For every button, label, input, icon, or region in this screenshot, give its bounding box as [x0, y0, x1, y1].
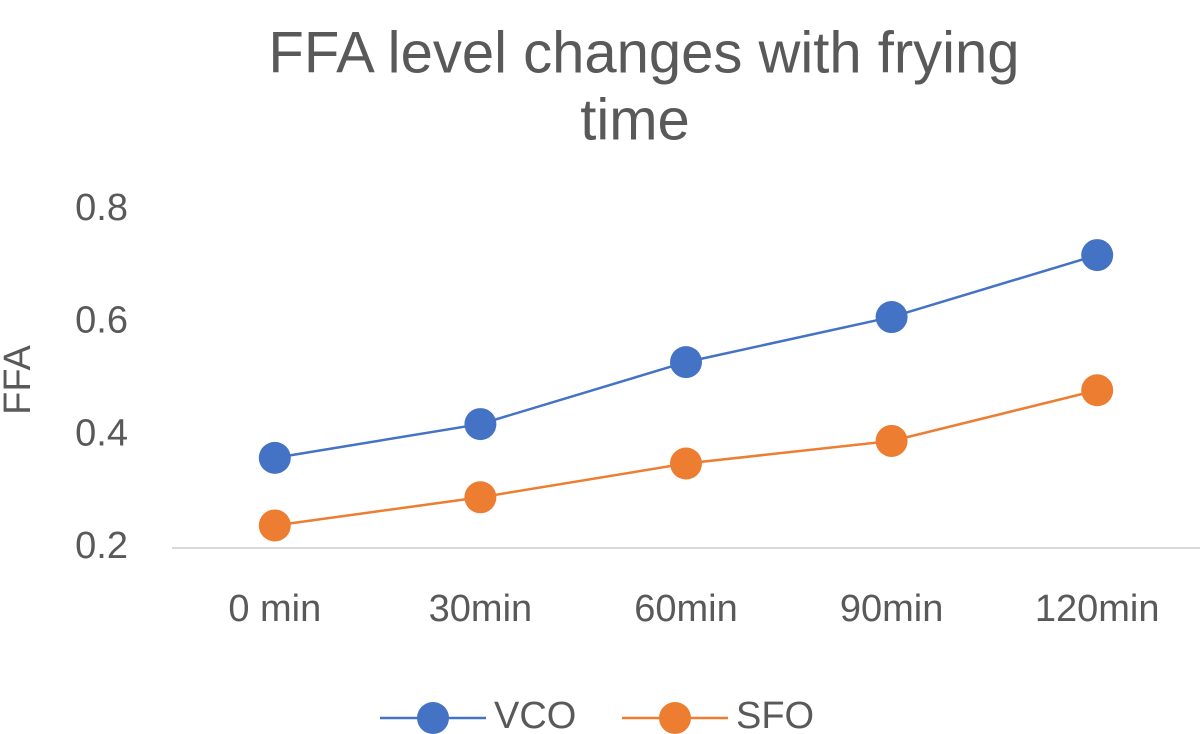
- y-tick-label: 0.8: [75, 187, 128, 229]
- x-tick-label: 60min: [634, 588, 738, 630]
- legend: VCO SFO: [380, 695, 814, 734]
- data-point-vco: [670, 346, 702, 379]
- y-tick-label: 0.6: [75, 300, 128, 342]
- data-point-sfo: [464, 481, 497, 514]
- y-tick-label: 0.2: [75, 525, 128, 567]
- x-tick-label: 0 min: [228, 588, 321, 630]
- data-point-sfo: [670, 447, 702, 480]
- y-axis-ticks: 0.2 0.4 0.6 0.8: [75, 187, 128, 567]
- chart-title-line-1: FFA level changes with frying: [268, 20, 1019, 85]
- data-point-sfo: [258, 509, 291, 542]
- data-point-vco: [464, 408, 497, 441]
- legend-label-sfo: SFO: [736, 695, 814, 734]
- chart-title-line-2: time: [580, 87, 690, 152]
- legend-marker-sfo: [659, 702, 691, 734]
- data-point-vco: [1081, 239, 1114, 272]
- legend-label-vco: VCO: [494, 695, 576, 734]
- legend-marker-vco: [417, 702, 449, 734]
- data-point-vco: [875, 301, 908, 334]
- x-tick-label: 90min: [840, 588, 944, 630]
- series-layer: [258, 239, 1114, 542]
- x-axis-ticks: 0 min 30min 60min 90min 120min: [228, 588, 1159, 630]
- y-axis-title: FFA: [0, 345, 39, 415]
- data-point-sfo: [875, 424, 908, 457]
- y-tick-label: 0.4: [75, 412, 128, 454]
- data-point-sfo: [1081, 374, 1114, 407]
- x-tick-label: 30min: [429, 588, 533, 630]
- data-point-vco: [258, 441, 291, 474]
- x-tick-label: 120min: [1035, 588, 1160, 630]
